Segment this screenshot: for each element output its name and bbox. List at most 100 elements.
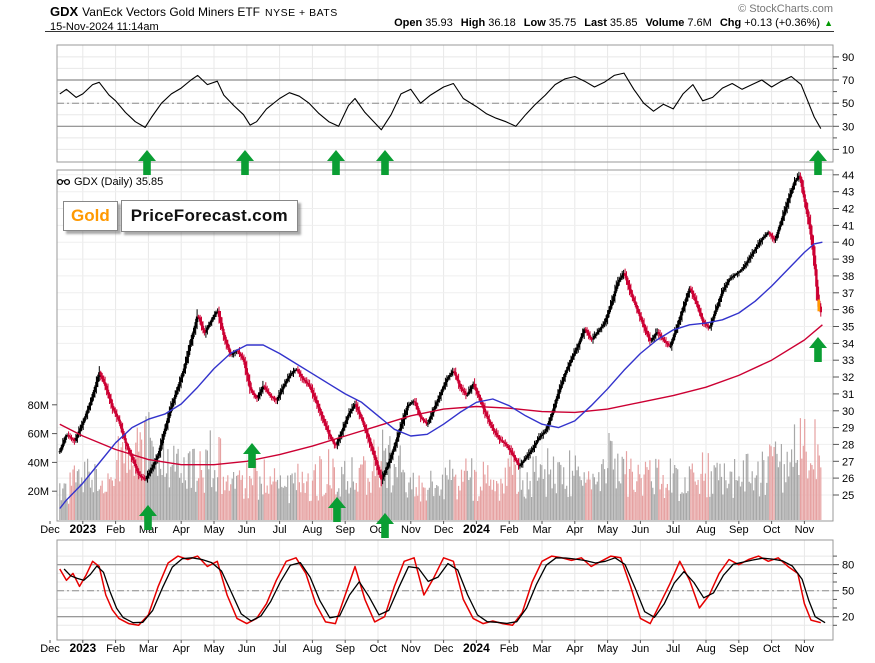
quote-label: Volume (645, 17, 685, 29)
ma50-line (59, 241, 823, 509)
price-y-axis: 25 26 27 28 29 30 31 32 33 34 35 36 37 38 39 40 41 42 43 44 (833, 170, 854, 502)
ticker-name: VanEck Vectors Gold Miners ETF (82, 5, 261, 19)
axis-label: Dec (434, 524, 454, 536)
quote-value: +0.13 (+0.36%) (744, 17, 821, 29)
buy-signal-arrows (138, 150, 827, 538)
volume-bars (59, 412, 822, 520)
axis-label: Apr (566, 643, 583, 655)
watermark-gold-word: Gold (63, 201, 118, 231)
stochastic-lines (59, 555, 826, 627)
axis-label: 80 (842, 560, 854, 572)
buy-signal-arrow-icon (376, 513, 394, 538)
buy-signal-arrow-icon (236, 150, 254, 175)
goldpriceforecast-watermark: Gold PriceForecast.com (63, 200, 298, 232)
axis-label: 26 (842, 473, 854, 485)
axis-label: Jun (238, 524, 256, 536)
buy-signal-arrow-icon (376, 150, 394, 175)
axis-label: Jun (238, 643, 256, 655)
axis-label: 28 (842, 439, 854, 451)
axis-label: May (597, 643, 618, 655)
axis-label: Feb (106, 643, 125, 655)
axis-label: 31 (842, 389, 854, 401)
quote-label: Chg (719, 17, 742, 29)
axis-label: 60M (28, 429, 49, 441)
axis-label: 10 (842, 144, 854, 156)
axis-label: 50 (842, 98, 854, 110)
axis-label: Sep (335, 643, 355, 655)
axis-label: May (204, 643, 225, 655)
buy-signal-arrow-icon (809, 337, 827, 362)
buy-signal-arrow-icon (809, 150, 827, 175)
quote-line: 15-Nov-2024 11:14am Open 35.93 High 36.18 Lo… (50, 17, 833, 33)
stockcharts-copyright: © StockCharts.com (738, 3, 833, 15)
axis-label: Jun (632, 643, 650, 655)
stochastic-y-axis: 20 50 80 (833, 555, 854, 626)
axis-label: 2024 (463, 641, 490, 655)
axis-label: Dec (40, 524, 60, 536)
axis-label: 2023 (69, 641, 96, 655)
quote-label: Last (584, 17, 607, 29)
axis-label: Jul (273, 524, 287, 536)
axis-label: 80M (28, 400, 49, 412)
axis-label: 90 (842, 52, 854, 64)
axis-label: Nov (401, 524, 421, 536)
momentum-line (59, 72, 822, 131)
axis-label: Nov (795, 524, 815, 536)
axis-label: 70 (842, 75, 854, 87)
axis-label: 20M (28, 486, 49, 498)
ticker-symbol: GDX (50, 4, 79, 19)
momentum-y-axis: 10 30 50 70 90 (833, 52, 854, 156)
axis-label: May (204, 524, 225, 536)
axis-label: 40 (842, 237, 854, 249)
axis-label: Aug (303, 643, 323, 655)
axis-label: 41 (842, 220, 854, 232)
axis-label: 42 (842, 204, 854, 216)
axis-label: Jul (666, 643, 680, 655)
axis-label: 39 (842, 254, 854, 266)
axis-label: Nov (401, 643, 421, 655)
axis-label: Mar (139, 643, 158, 655)
axis-label: Feb (106, 524, 125, 536)
quote-label: Low (523, 17, 546, 29)
axis-label: Sep (729, 643, 749, 655)
quote-label: High (460, 17, 486, 29)
axis-label: Oct (763, 643, 780, 655)
buy-signal-arrow-icon (139, 505, 157, 530)
axis-label: Jun (632, 524, 650, 536)
axis-label: 44 (842, 170, 854, 182)
buy-signal-arrow-icon (243, 443, 261, 468)
axis-label: Jul (666, 524, 680, 536)
panel-borders (56, 44, 834, 641)
watermark-priceforecast-word: PriceForecast.com (120, 200, 298, 232)
axis-label: Sep (335, 524, 355, 536)
axis-label: Apr (173, 643, 190, 655)
buy-signal-arrow-icon (328, 497, 346, 522)
volume-y-axis: 20M 40M 60M 80M (28, 400, 57, 498)
eyeglasses-icon (56, 177, 71, 189)
axis-label: 34 (842, 338, 854, 350)
axis-label: Mar (533, 643, 552, 655)
header-divider (45, 31, 834, 32)
price-panel-label-text: GDX (Daily) 35.85 (74, 176, 164, 188)
axis-label: Dec (434, 643, 454, 655)
axis-label: 25 (842, 490, 854, 502)
chart-header: GDX VanEck Vectors Gold Miners ETF NYSE + … (50, 3, 833, 19)
axis-label: 33 (842, 355, 854, 367)
axis-label: Dec (40, 643, 60, 655)
oscillator-threshold-lines (57, 79, 833, 618)
x-axis-labels: Dec Dec 2023 2023 Feb Feb Mar Mar Apr Apr May May Ju… (40, 521, 815, 655)
axis-label: 27 (842, 456, 854, 468)
quote-value: 36.18 (488, 17, 516, 29)
axis-label: Jul (273, 643, 287, 655)
axis-label: Feb (500, 643, 519, 655)
axis-label: 30 (842, 406, 854, 418)
axis-label: Apr (173, 524, 190, 536)
exchange-label: NYSE + BATS (265, 7, 338, 19)
quote-value: 35.85 (609, 17, 638, 29)
axis-label: 43 (842, 187, 854, 199)
axis-label: Oct (763, 524, 780, 536)
axis-label: 35 (842, 322, 854, 334)
axis-label: 20 (842, 612, 854, 624)
